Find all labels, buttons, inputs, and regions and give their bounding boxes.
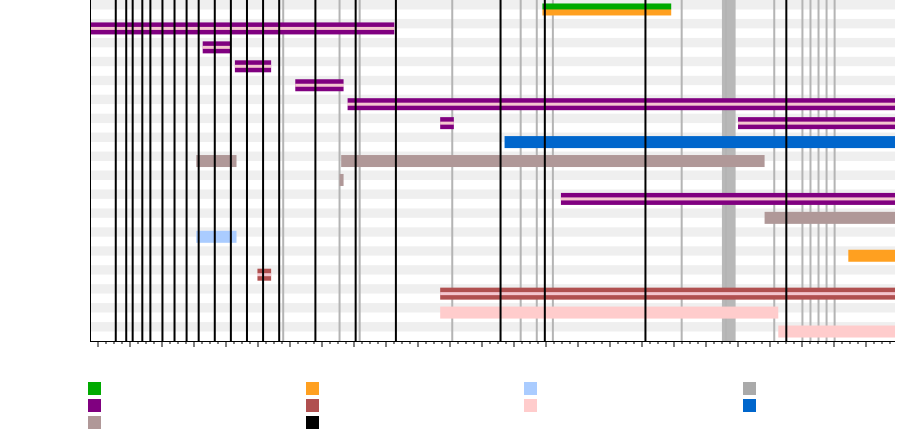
timeline-bar: [440, 306, 779, 319]
bar-highlight-stripe: [90, 26, 395, 30]
grid-band: [90, 142, 895, 152]
grid-band: [90, 113, 895, 124]
legend-swatch: [88, 382, 101, 395]
grid-band: [90, 75, 895, 86]
grid-band: [90, 189, 895, 199]
legend-swatch: [88, 399, 101, 412]
gray-vertical-line: [282, 0, 285, 341]
grid-band: [90, 18, 895, 29]
gray-vertical-line: [551, 0, 554, 341]
gray-vertical-line: [773, 0, 776, 341]
black-vertical-line: [785, 0, 788, 341]
black-vertical-line: [394, 0, 397, 341]
timeline-bar: [196, 230, 237, 243]
gray-vertical-line: [451, 0, 454, 341]
bar-highlight-stripe: [440, 292, 895, 296]
bar-highlight-stripe: [234, 64, 272, 68]
grid-band: [90, 47, 895, 57]
black-vertical-line: [125, 0, 128, 341]
black-vertical-line: [131, 0, 134, 341]
bar-highlight-stripe: [560, 197, 895, 201]
black-vertical-line: [245, 0, 248, 341]
grid-band: [90, 123, 895, 133]
black-vertical-line: [213, 0, 216, 341]
grid-band: [90, 132, 895, 143]
timeline-bar: [778, 325, 895, 338]
timeline-bar: [504, 136, 895, 149]
grid-band: [90, 265, 895, 275]
timeline-bar: [542, 9, 672, 16]
grid-band: [90, 227, 895, 237]
black-vertical-line: [543, 0, 546, 341]
gray-vertical-line: [801, 0, 804, 341]
grid-band: [90, 179, 895, 190]
black-vertical-line: [278, 0, 281, 341]
black-vertical-line: [114, 0, 117, 341]
timeline-bar: [848, 249, 895, 262]
grid-band: [90, 28, 895, 38]
timeline-bar: [764, 211, 895, 224]
timeline-bar: [196, 155, 237, 168]
legend-swatch: [88, 416, 101, 429]
timeline-bar: [542, 3, 672, 10]
black-vertical-line: [644, 0, 647, 341]
legend-swatch: [306, 382, 319, 395]
legend-swatch: [306, 399, 319, 412]
bar-highlight-stripe: [738, 121, 895, 125]
gray-vertical-line: [680, 0, 683, 341]
gray-vertical-line: [809, 0, 812, 341]
gray-vertical-line: [825, 0, 828, 341]
grid-band: [90, 37, 895, 48]
bar-highlight-stripe: [202, 45, 231, 49]
grid-band: [90, 246, 895, 256]
gray-vertical-line: [724, 0, 727, 341]
legend-swatch: [524, 382, 537, 395]
legend-swatch: [743, 382, 756, 395]
grid-band: [90, 66, 895, 76]
black-vertical-line: [354, 0, 357, 341]
black-vertical-line: [149, 0, 152, 341]
black-vertical-line: [161, 0, 164, 341]
grid-band: [90, 9, 895, 19]
bar-highlight-stripe: [257, 273, 272, 277]
grid-band: [90, 170, 895, 180]
black-vertical-line: [185, 0, 188, 341]
bar-highlight-stripe: [347, 102, 896, 106]
gray-vertical-line: [535, 0, 538, 341]
grid-band: [90, 208, 895, 218]
bar-highlight-stripe: [295, 83, 344, 87]
grid-band: [90, 56, 895, 67]
gray-vertical-line: [833, 0, 836, 341]
legend-swatch: [306, 416, 319, 429]
legend-swatch: [743, 399, 756, 412]
black-vertical-line: [314, 0, 317, 341]
bar-highlight-stripe: [440, 121, 454, 125]
gray-vertical-line: [358, 0, 361, 341]
grid-band: [90, 274, 895, 285]
black-vertical-line: [262, 0, 265, 341]
black-vertical-line: [499, 0, 502, 341]
grid-band: [90, 331, 895, 341]
grid-band: [90, 85, 895, 95]
black-vertical-line: [173, 0, 176, 341]
grid-band: [90, 0, 895, 10]
gray-vertical-line: [817, 0, 820, 341]
grid-band: [90, 198, 895, 209]
legend-swatch: [524, 399, 537, 412]
gray-vertical-line: [338, 0, 341, 341]
grid-band: [90, 255, 895, 266]
gray-vertical-line: [519, 0, 522, 341]
grid-band: [90, 236, 895, 247]
grid-band: [90, 217, 895, 228]
timeline-bar: [339, 173, 344, 186]
black-vertical-line: [229, 0, 232, 341]
black-vertical-line: [141, 0, 144, 341]
timeline-bar: [341, 155, 765, 168]
grid-band: [90, 322, 895, 332]
black-vertical-line: [197, 0, 200, 341]
